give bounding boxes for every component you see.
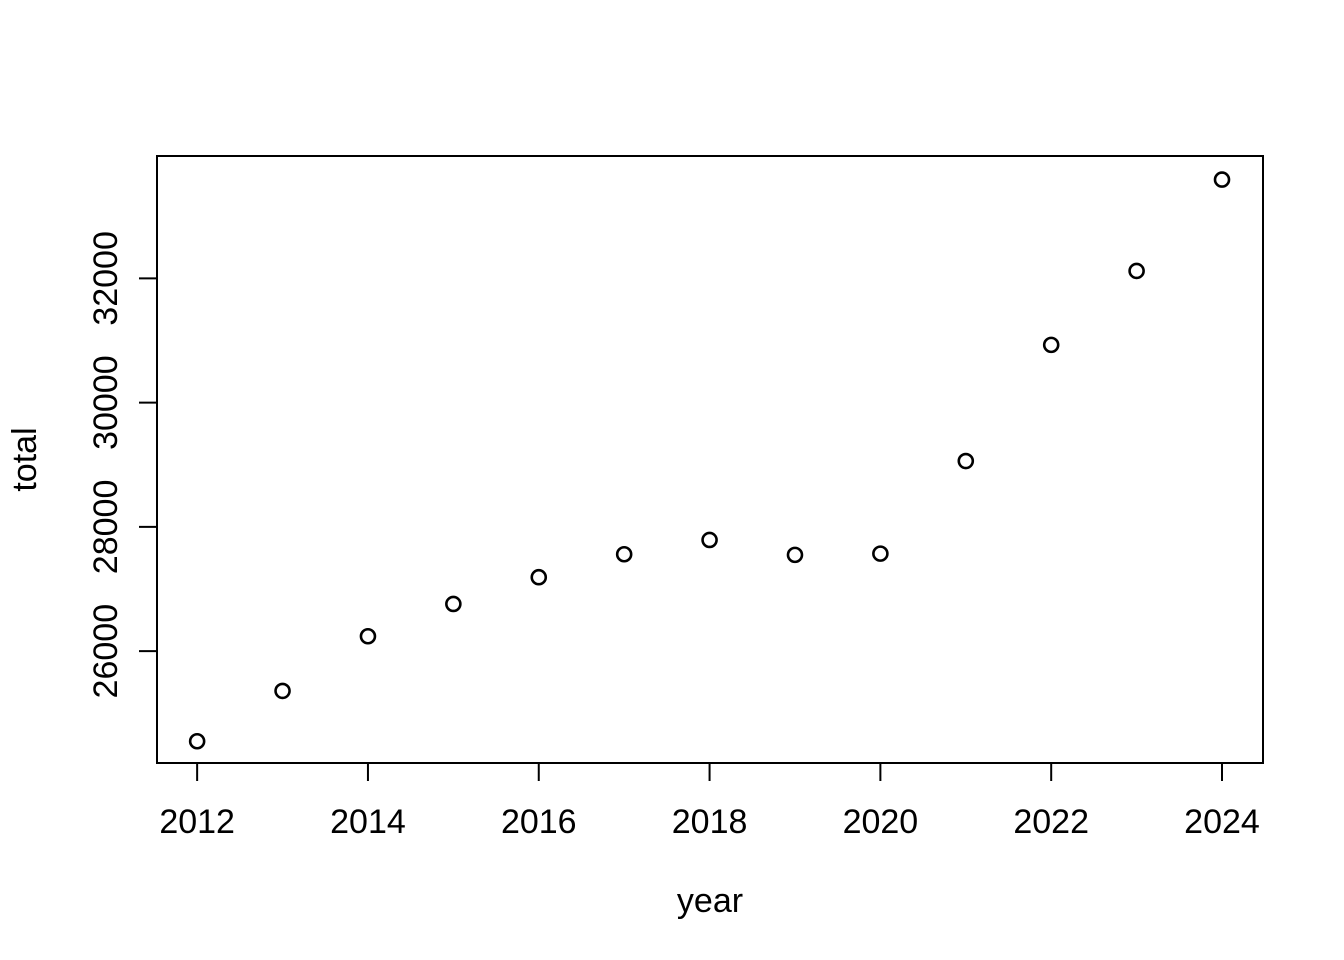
y-axis-tick-label: 28000 (87, 480, 125, 575)
data-points (188, 171, 1231, 750)
x-axis: 2012 2014 2016 2018 2020 2022 2024 (159, 763, 1260, 841)
y-axis-title: total (6, 427, 44, 491)
data-point-2015 (445, 595, 462, 613)
data-point-2017 (615, 545, 633, 563)
data-point-2014 (359, 627, 377, 645)
data-point-2020 (872, 545, 889, 562)
data-point-2012 (188, 732, 206, 750)
y-axis: 26000 28000 30000 32000 (87, 231, 157, 698)
y-axis-tick-label: 32000 (87, 231, 125, 326)
x-axis-tick-label: 2020 (843, 803, 919, 841)
data-point-2018 (701, 531, 718, 549)
x-axis-tick-label: 2018 (672, 803, 748, 841)
data-point-2022 (1042, 336, 1060, 354)
data-point-2019 (786, 546, 804, 564)
data-point-2023 (1128, 262, 1145, 280)
y-axis-tick-label: 30000 (87, 355, 125, 450)
data-point-2013 (274, 682, 291, 700)
x-axis-tick-label: 2012 (159, 803, 235, 841)
x-axis-title: year (677, 882, 743, 920)
y-axis-tick-label: 26000 (87, 604, 125, 699)
x-axis-tick-label: 2014 (330, 803, 406, 841)
data-point-2024 (1213, 171, 1231, 188)
data-point-2016 (530, 568, 548, 586)
x-axis-tick-label: 2022 (1013, 803, 1089, 841)
x-axis-tick-label: 2024 (1184, 803, 1260, 841)
data-point-2021 (957, 452, 975, 470)
x-axis-tick-label: 2016 (501, 803, 577, 841)
